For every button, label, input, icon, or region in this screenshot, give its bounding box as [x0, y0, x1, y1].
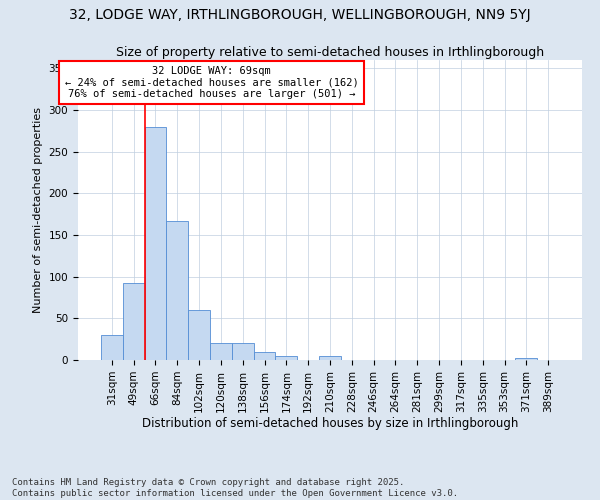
Bar	[188, 310, 210, 360]
Text: Contains HM Land Registry data © Crown copyright and database right 2025.
Contai: Contains HM Land Registry data © Crown c…	[12, 478, 458, 498]
Title: Size of property relative to semi-detached houses in Irthlingborough: Size of property relative to semi-detach…	[116, 46, 544, 59]
Bar	[232, 342, 254, 360]
Bar	[123, 282, 145, 360]
Y-axis label: Number of semi-detached properties: Number of semi-detached properties	[33, 107, 43, 313]
Bar	[101, 335, 123, 360]
Text: 32 LODGE WAY: 69sqm
← 24% of semi-detached houses are smaller (162)
76% of semi-: 32 LODGE WAY: 69sqm ← 24% of semi-detach…	[65, 66, 358, 99]
Bar	[145, 126, 166, 360]
Text: 32, LODGE WAY, IRTHLINGBOROUGH, WELLINGBOROUGH, NN9 5YJ: 32, LODGE WAY, IRTHLINGBOROUGH, WELLINGB…	[69, 8, 531, 22]
Bar	[210, 342, 232, 360]
Bar	[166, 221, 188, 360]
X-axis label: Distribution of semi-detached houses by size in Irthlingborough: Distribution of semi-detached houses by …	[142, 418, 518, 430]
Bar	[275, 356, 297, 360]
Bar	[515, 358, 537, 360]
Bar	[254, 352, 275, 360]
Bar	[319, 356, 341, 360]
